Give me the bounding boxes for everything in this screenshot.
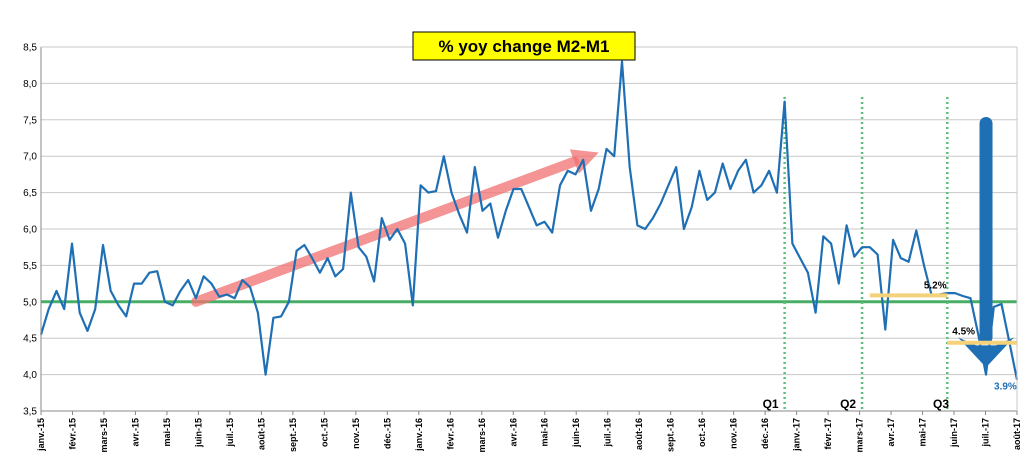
x-tick-label: mars-16	[477, 418, 487, 453]
x-tick-label: déc.-15	[382, 418, 392, 449]
quarter-label: Q3	[933, 397, 949, 411]
x-tick-label: févr.-16	[445, 418, 455, 450]
x-tick-label: juin-15	[193, 418, 203, 448]
x-axis: janv.-15 févr.-15 mars-15 avr.-15 mai-15 juin…	[36, 411, 1022, 453]
series-layer	[39, 60, 1019, 380]
title-box	[412, 31, 636, 61]
gridlines	[41, 46, 1017, 412]
level-marker-label: 4.5%	[952, 327, 975, 338]
quarter-lines	[783, 97, 949, 411]
x-tick-label: juil.-17	[981, 418, 991, 448]
quarter-label: Q1	[763, 397, 779, 411]
trend-arrow-layer	[190, 116, 1015, 368]
x-tick-label: avr.-16	[508, 418, 518, 447]
y-tick-label: 4,0	[23, 370, 37, 381]
chart-title: % yoy change M2-M1	[412, 31, 636, 61]
x-tick-label: août-15	[256, 418, 266, 450]
x-tick-label: nov.-16	[729, 418, 739, 449]
x-tick-label: juil.-15	[225, 418, 235, 448]
level-marker-label: 5.2%	[924, 280, 947, 291]
x-tick-label: oct.-16	[697, 418, 707, 447]
x-tick-label: juil.-16	[603, 418, 613, 448]
y-tick-label: 7,0	[23, 152, 37, 163]
x-tick-label: déc.-16	[760, 418, 770, 449]
level-marker-label: 3.9%	[994, 382, 1017, 393]
series-line	[39, 60, 1019, 380]
x-tick-label: mai-16	[540, 418, 550, 447]
x-tick-label: sept.-15	[288, 418, 298, 452]
x-tick-label: oct.-15	[319, 418, 329, 447]
x-tick-label: juin-16	[571, 418, 581, 448]
x-tick-label: août-17	[1012, 418, 1022, 450]
x-tick-label: mai-15	[162, 418, 172, 447]
y-tick-label: 8,5	[23, 43, 37, 54]
x-tick-label: avr.-17	[886, 418, 896, 447]
y-tick-label: 7,5	[23, 115, 37, 126]
x-tick-label: févr.-17	[823, 418, 833, 450]
trend-arrow-head	[958, 337, 1015, 368]
x-tick-label: août-16	[634, 418, 644, 450]
y-axis: 3,5 4,0 4,5 5,0 5,5 6,0 6,5 7,0 7,5 8,0 8,5	[23, 43, 1018, 418]
y-tick-label: 8,0	[23, 79, 37, 90]
title-text: % yoy change M2-M1	[439, 37, 610, 56]
x-tick-label: avr.-15	[130, 418, 140, 447]
y-tick-label: 6,0	[23, 225, 37, 236]
y-tick-label: 6,5	[23, 188, 37, 199]
x-tick-label: janv.-17	[792, 418, 802, 452]
x-tick-label: janv.-15	[36, 418, 46, 452]
y-tick-label: 5,0	[23, 297, 37, 308]
x-tick-label: nov.-15	[351, 418, 361, 449]
x-tick-label: janv.-16	[414, 418, 424, 452]
level-marker-layer: 5.2% 4.5% 3.9%	[869, 280, 1017, 393]
x-tick-label: mars-15	[99, 418, 109, 453]
x-tick-label: mars-17	[855, 418, 865, 453]
y-tick-label: 5,5	[23, 261, 37, 272]
x-tick-label: mai-17	[918, 418, 928, 447]
y-tick-label: 4,5	[23, 334, 37, 345]
x-tick-label: sept.-16	[666, 418, 676, 452]
quarter-labels: Q1 Q2 Q3	[763, 397, 950, 411]
y-tick-label: 3,5	[23, 407, 37, 418]
x-tick-label: juin-17	[949, 418, 959, 448]
x-tick-label: févr.-15	[67, 418, 77, 450]
quarter-label: Q2	[840, 397, 856, 411]
trend-arrow-shaft	[190, 156, 580, 307]
